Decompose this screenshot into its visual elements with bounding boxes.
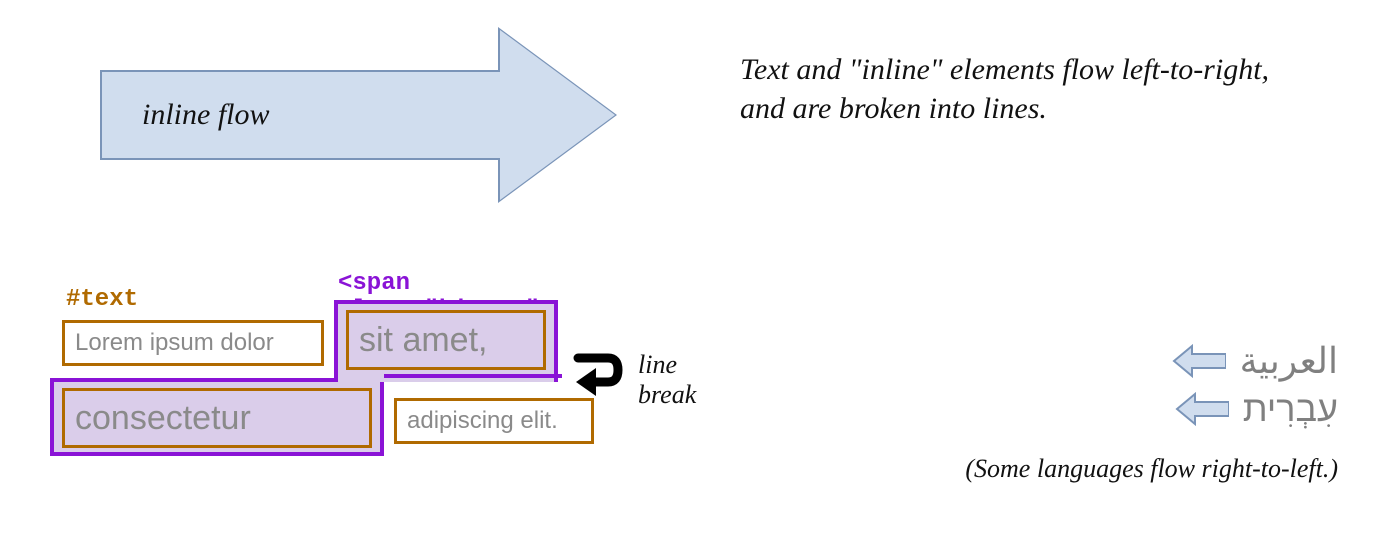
rtl-note: (Some languages flow right-to-left.) [965,454,1338,484]
text-box-3: consectetur [62,388,372,448]
arabic-word: العربية [1240,340,1338,382]
text-box-4: adipiscing elit. [394,398,594,444]
explanation-text: Text and "inline" elements flow left-to-… [740,50,1280,128]
hebrew-word: עִבְרִית [1243,388,1338,430]
text-node-label: #text [66,286,138,313]
text-box-1: Lorem ipsum dolor [62,320,324,366]
line-break-label: line break [638,350,696,410]
left-arrow-icon [1175,392,1229,426]
line-break-arrow-icon [570,348,626,403]
text-box-2: sit amet, [346,310,546,370]
rtl-row-hebrew: עִבְרִית [965,388,1338,430]
arrow-head [500,30,615,200]
left-arrow-icon [1172,344,1226,378]
arrow-shaft: inline flow [100,70,500,160]
rtl-section: العربية עִבְרִית (Some languages flow ri… [965,340,1338,484]
arrow-label: inline flow [142,98,270,132]
rtl-row-arabic: العربية [965,340,1338,382]
